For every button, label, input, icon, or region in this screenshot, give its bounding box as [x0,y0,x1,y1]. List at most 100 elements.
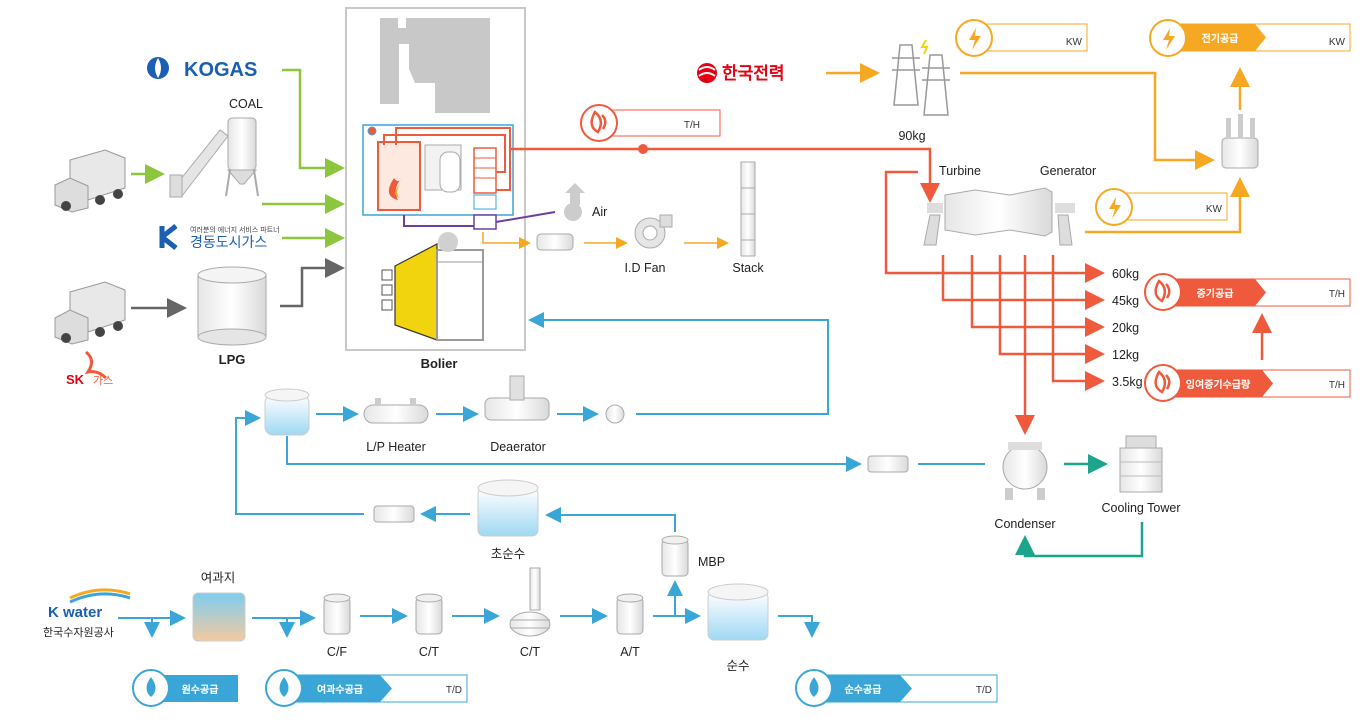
steam-supply-meter: 증기공급 T/H [1144,273,1351,311]
boiler-label: Bolier [421,356,458,371]
transformer-icon [1221,114,1259,169]
pure-water-label: 순수공급 [845,684,882,696]
turbine-generator-icon [923,187,1075,246]
pure-water-unit: T/D [976,685,992,696]
lpg-label: LPG [219,352,246,367]
ct1-label: C/T [419,645,440,659]
sk-logo: SK 가스 [66,350,113,387]
pressure-20: 20kg [1112,321,1139,335]
sk-text: SK [66,372,85,387]
grid-power-line [960,71,1215,170]
kdgas-text: 경동도시가스 [190,234,267,250]
stack-icon [740,161,756,257]
feedwater-line [528,312,829,415]
lightning-icon [1163,28,1175,50]
kogas-logo: KOGAS [147,57,257,81]
mbp-tank-icon [661,535,689,577]
lpg-tank-icon [197,266,267,346]
ct2-tower-icon [509,567,551,637]
id-fan-icon [634,214,673,249]
surplus-steam-meter: 잉여증기수급량 T/H [1144,364,1351,402]
gas-line-kogas [282,68,345,178]
chosunsu-tank-icon [477,479,539,537]
pressure-3-5: 3.5kg [1112,375,1143,389]
id-fan-label: I.D Fan [625,261,666,275]
steam-meter-top: T/H [580,104,721,142]
kogas-text: KOGAS [184,59,257,81]
kg90-label: 90kg [898,129,925,143]
kepco-logo: 한국전력 [697,63,785,83]
steam-supply-label: 증기공급 [1197,287,1234,300]
yeogwaji-label: 여과지 [201,571,236,585]
makeup-pump-icon [373,505,415,523]
flame-icon [388,178,402,200]
extraction-steam-lines [884,170,1105,435]
deaerator-label: Deaerator [490,440,546,454]
steam-icon [1154,279,1171,303]
ct1-tank-icon [415,593,443,635]
sunsu-label: 순수 [726,659,749,673]
pressure-12: 12kg [1112,348,1139,362]
stack-label: Stack [732,261,764,275]
steam-icon [1154,370,1171,394]
lpg-line-2 [280,258,345,308]
steam-supply-unit: T/H [1329,289,1345,300]
raw-water-meter: 원수공급 [132,669,238,707]
sk-gas-text: 가스 [93,374,113,387]
elec-top-unit: KW [1066,37,1083,48]
kwater-sub: 한국수자원공사 [43,626,114,639]
generator-label: Generator [1040,164,1096,178]
pressure-60: 60kg [1112,267,1139,281]
gen-unit: KW [1206,204,1223,215]
steam-icon [590,110,607,134]
gen-power-line [1085,177,1250,234]
coal-label: COAL [229,97,263,111]
boiler-unit [345,7,556,351]
raw-water-label: 원수공급 [182,683,219,696]
coal-silo-icon [169,117,259,198]
cf-label: C/F [327,645,348,659]
lightning-icon [969,28,981,50]
air-fan-icon [564,183,585,221]
cf-tank-icon [323,593,351,635]
feed-pump-icon [605,404,625,424]
elec-meter-top: KW [955,19,1088,57]
lpg-truck-icon [54,281,126,345]
elec-supply-meter: 전기공급 KW [1149,19,1351,57]
air-label: Air [592,205,607,219]
gen-meter: KW [1095,188,1228,226]
surplus-label: 잉여증기수급량 [1186,378,1251,391]
filtered-water-label: 여과수공급 [317,683,363,696]
lp-heater-label: L/P Heater [366,440,426,454]
kwater-logo: K water 한국수자원공사 [43,588,131,639]
turbine-label: Turbine [939,164,981,178]
condenser-label: Condenser [994,517,1055,531]
deaerator-icon [484,375,550,421]
condenser-icon [1002,442,1048,500]
kdgas-small: 여러분의 에너지 서비스 파트너 [190,225,280,234]
surplus-unit: T/H [1329,380,1345,391]
sunsu-tank-icon [707,583,769,641]
lp-heater-icon [363,398,429,424]
chosunsu-label: 초순수 [491,547,526,561]
mbp-label: MBP [698,555,725,569]
kdgas-logo: 여러분의 에너지 서비스 파트너 경동도시가스 [159,224,280,250]
filter-basin-icon [192,592,246,642]
at-tank-icon [616,593,644,635]
pure-water-meter: 순수공급 T/D [795,669,998,707]
coal-truck-icon [54,149,126,213]
water-drop-icon [146,677,156,697]
kepco-text: 한국전력 [722,64,785,83]
elec-supply-unit: KW [1329,37,1346,48]
filtered-water-meter: 여과수공급 T/D [265,669,468,707]
cooling-tower-label: Cooling Tower [1102,501,1181,515]
lightning-icon [1109,197,1121,219]
transmission-tower-icon [892,39,950,116]
water-drop-icon [809,677,819,697]
makeup-water-line [235,410,364,515]
main-steam-line [510,147,940,203]
cooling-tower-icon [1119,435,1163,493]
feedwater-tank-icon [264,388,310,436]
condensate-pump-icon [867,455,909,473]
